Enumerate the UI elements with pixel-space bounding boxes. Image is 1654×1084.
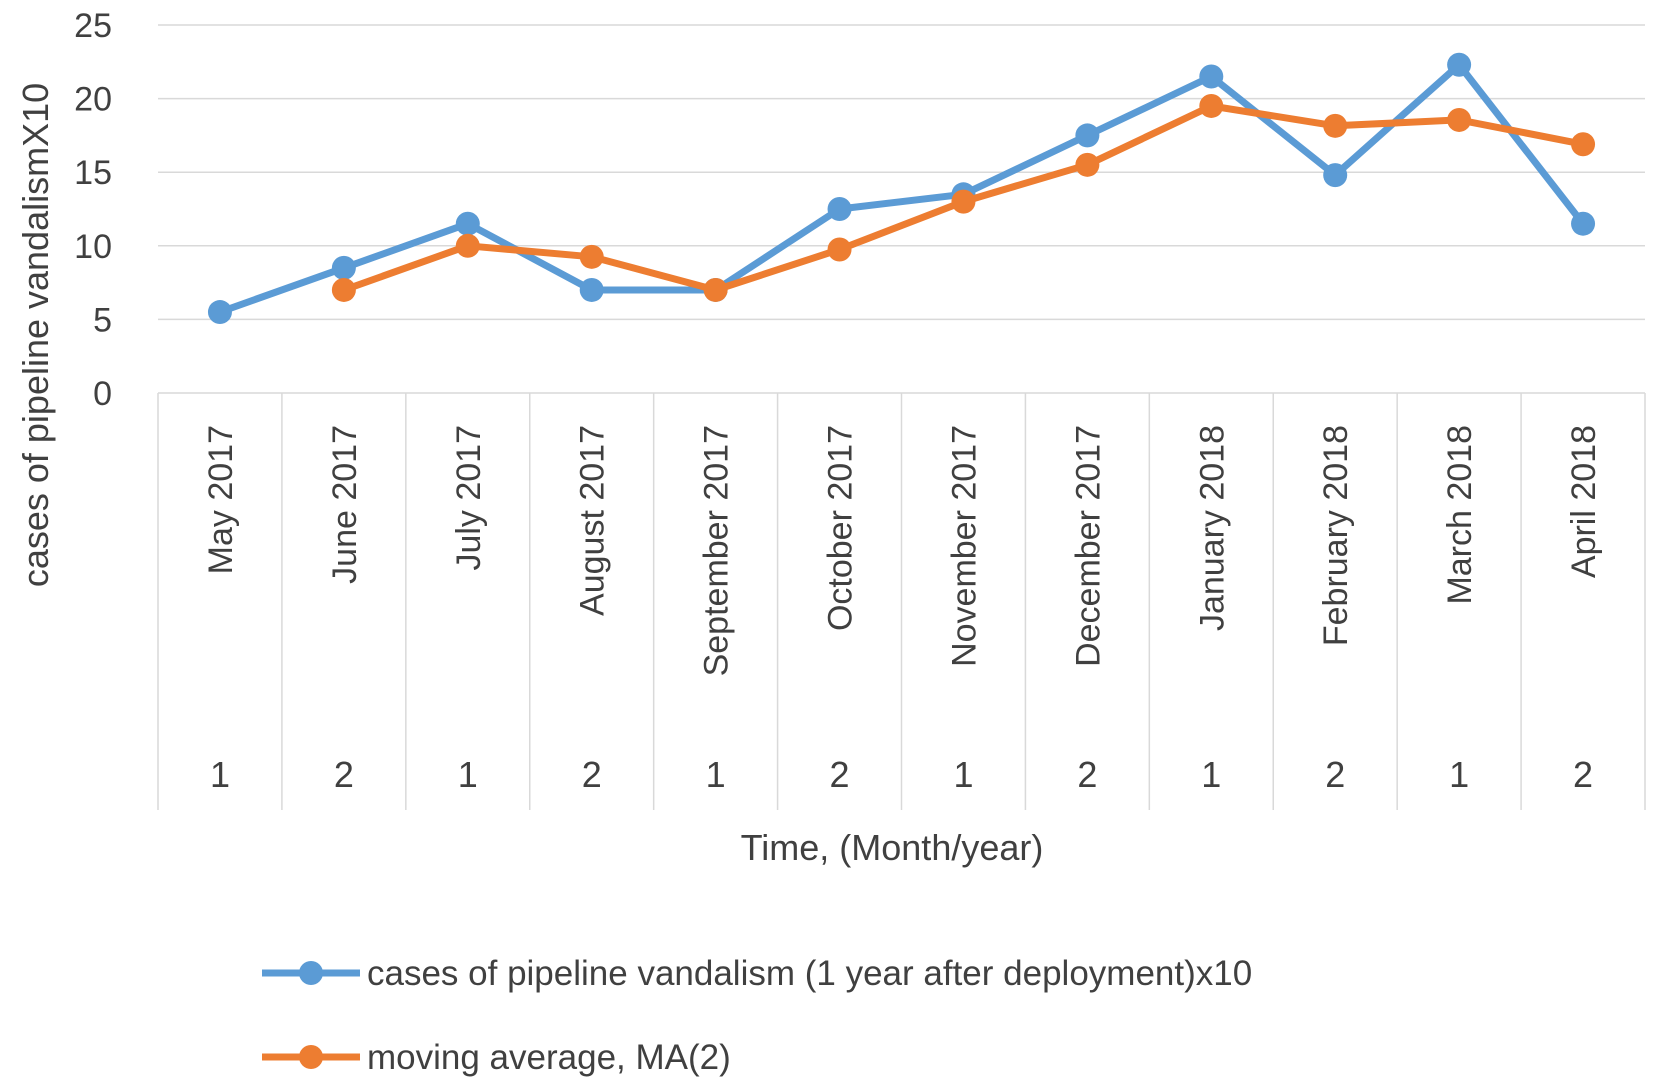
series-line [216, 61, 1587, 316]
data-point [951, 189, 976, 214]
data-point [455, 211, 480, 236]
data-point [1075, 152, 1100, 177]
data-point [207, 300, 232, 325]
category-group-label: 2 [582, 754, 602, 795]
legend-marker [299, 961, 323, 985]
x-tick-label: August 2017 [574, 425, 612, 616]
x-tick-label: November 2017 [945, 425, 983, 667]
category-group-label: 1 [706, 754, 726, 795]
legend-label: moving average, MA(2) [367, 1038, 731, 1077]
legend-marker [299, 1045, 323, 1069]
data-point [827, 197, 852, 221]
series-layer [207, 52, 1596, 325]
category-group-label: 2 [1325, 754, 1345, 795]
data-point [1323, 113, 1348, 138]
category-group-label: 1 [458, 754, 478, 795]
y-tick-label: 20 [74, 81, 112, 119]
x-tick-label: October 2017 [822, 425, 860, 631]
category-group-label: 2 [830, 754, 850, 795]
x-tick-label: April 2018 [1565, 425, 1603, 578]
x-tick-label: May 2017 [202, 425, 240, 574]
y-tick-label: 5 [93, 301, 112, 339]
data-point [331, 255, 356, 280]
data-point [1199, 93, 1224, 118]
data-point [703, 277, 728, 302]
x-axis-title: Time, (Month/year) [741, 827, 1044, 868]
y-tick-label: 25 [74, 7, 112, 45]
x-tick-label: December 2017 [1069, 425, 1107, 667]
category-group-label: 1 [210, 754, 230, 795]
legend: cases of pipeline vandalism (1 year afte… [262, 954, 1252, 1077]
y-axis: 0 5 10 15 20 25 [74, 7, 112, 413]
legend-label: cases of pipeline vandalism (1 year afte… [367, 954, 1252, 993]
x-tick-label: July 2017 [450, 425, 488, 571]
category-group-label: 2 [1573, 754, 1593, 795]
data-point [1571, 211, 1596, 236]
category-group-label: 1 [953, 754, 973, 795]
data-point [1199, 64, 1224, 89]
x-tick-label: March 2018 [1441, 425, 1479, 605]
data-point [1323, 163, 1348, 188]
x-tick-label: September 2017 [698, 425, 736, 676]
data-point [1075, 123, 1100, 148]
y-tick-label: 0 [93, 375, 112, 413]
category-group-label: 1 [1449, 754, 1469, 795]
data-point [1571, 132, 1596, 157]
x-tick-label: January 2018 [1193, 425, 1231, 631]
category-group-label: 2 [334, 754, 354, 795]
y-axis-title: cases of pipeline vandalismX10 [15, 83, 56, 587]
data-point [455, 233, 480, 258]
y-tick-label: 10 [74, 228, 112, 266]
x-tick-label: June 2017 [326, 425, 364, 584]
x-tick-label: February 2018 [1317, 425, 1355, 646]
category-group-label: 1 [1201, 754, 1221, 795]
category-axis: May 2017 1 June 2017 2 July 2017 1 August 2017… [157, 392, 1646, 810]
data-point [827, 237, 852, 262]
category-group-label: 2 [1077, 754, 1097, 795]
data-point [579, 277, 604, 302]
data-point [1447, 107, 1472, 132]
data-point [331, 277, 356, 302]
y-tick-label: 15 [74, 154, 112, 192]
data-point [579, 244, 604, 269]
data-point [1447, 52, 1472, 77]
